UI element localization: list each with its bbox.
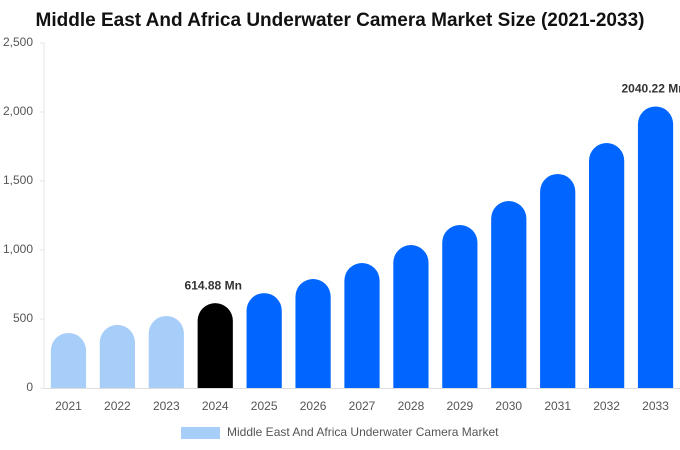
x-tick-label: 2026: [300, 399, 327, 413]
x-tick-label: 2025: [251, 399, 278, 413]
x-tick-label: 2023: [153, 399, 180, 413]
y-tick-label: 2,000: [3, 104, 33, 118]
bar: [442, 225, 478, 388]
bar: [295, 278, 331, 388]
x-tick-label: 2032: [593, 399, 620, 413]
legend-swatch: [181, 427, 220, 439]
y-tick-label: 0: [26, 380, 33, 394]
bar: [246, 293, 282, 388]
bar: [589, 143, 625, 388]
y-tick-label: 1,000: [3, 242, 33, 256]
y-tick-label: 500: [13, 311, 33, 325]
x-tick-label: 2031: [544, 399, 571, 413]
value-label: 614.88 Mn: [185, 278, 242, 292]
bar: [197, 303, 233, 388]
bar: [99, 324, 135, 388]
x-tick-label: 2028: [398, 399, 425, 413]
x-tick-label: 2030: [495, 399, 522, 413]
x-tick-label: 2027: [349, 399, 376, 413]
bar: [491, 201, 527, 388]
chart-title: Middle East And Africa Underwater Camera…: [36, 10, 645, 31]
x-tick-label: 2022: [104, 399, 131, 413]
bar: [540, 173, 576, 388]
legend-label: Middle East And Africa Underwater Camera…: [227, 425, 499, 439]
bar: [393, 245, 429, 388]
bar: [148, 315, 184, 388]
x-tick-label: 2029: [446, 399, 473, 413]
bar: [344, 262, 380, 388]
bar: [50, 332, 87, 388]
y-tick-label: 2,500: [3, 35, 33, 49]
x-tick-label: 2024: [202, 399, 229, 413]
value-label: 2040.22 Mn: [622, 82, 680, 96]
y-tick-label: 1,500: [3, 173, 33, 187]
bar: [637, 106, 674, 388]
x-tick-label: 2021: [55, 399, 82, 413]
x-tick-label: 2033: [642, 399, 669, 413]
